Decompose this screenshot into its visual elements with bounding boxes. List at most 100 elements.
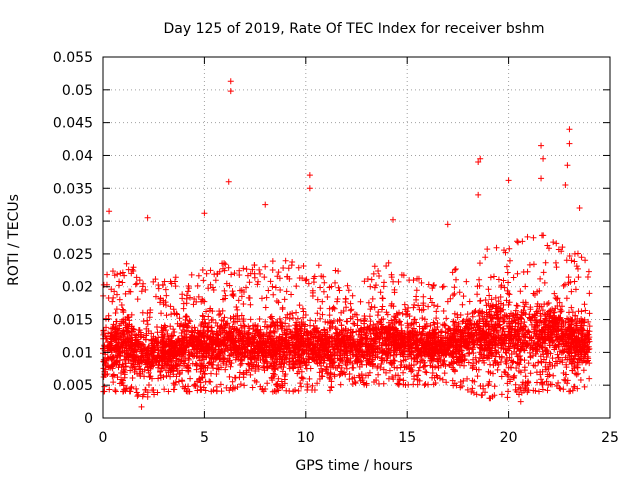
data-point — [411, 301, 418, 308]
data-point — [206, 378, 213, 385]
data-point — [375, 267, 382, 274]
data-point — [282, 257, 289, 264]
data-point — [408, 368, 415, 375]
data-point — [275, 269, 282, 276]
data-point — [378, 316, 385, 323]
data-point — [436, 352, 443, 359]
data-point — [320, 288, 327, 295]
data-point — [564, 342, 571, 349]
data-point — [222, 295, 229, 302]
data-point — [183, 300, 190, 307]
data-point — [294, 315, 301, 322]
data-point — [563, 295, 570, 302]
data-point — [304, 381, 311, 388]
data-point — [429, 352, 436, 359]
data-point — [224, 355, 231, 362]
data-point — [181, 385, 188, 392]
data-point — [170, 326, 177, 333]
data-point — [507, 332, 514, 339]
data-point — [452, 335, 459, 342]
data-point — [127, 335, 134, 342]
data-point — [401, 347, 408, 354]
data-point — [155, 285, 162, 292]
data-point — [254, 281, 261, 288]
data-point — [105, 363, 112, 370]
data-point — [188, 340, 195, 347]
data-point — [530, 362, 537, 369]
data-point — [585, 343, 592, 350]
data-point — [159, 327, 166, 334]
data-point — [390, 344, 397, 351]
data-point — [183, 339, 190, 346]
data-point — [491, 383, 498, 390]
data-point — [176, 322, 183, 329]
data-point — [580, 367, 587, 374]
data-point — [291, 328, 298, 335]
data-point — [361, 320, 368, 327]
data-point — [200, 313, 207, 320]
data-point — [581, 383, 588, 390]
data-point — [440, 351, 447, 358]
data-point — [321, 279, 328, 286]
data-point — [524, 329, 531, 336]
data-point — [582, 257, 589, 264]
data-point — [582, 307, 589, 314]
data-point — [252, 323, 259, 330]
data-point — [561, 376, 568, 383]
data-point — [575, 308, 582, 315]
data-point — [534, 379, 541, 386]
data-point — [226, 373, 233, 380]
data-point — [501, 368, 508, 375]
data-point — [241, 323, 248, 330]
data-point — [401, 301, 408, 308]
data-point — [567, 356, 574, 363]
data-point — [266, 347, 273, 354]
data-point — [492, 294, 499, 301]
data-point — [393, 337, 400, 344]
data-point — [264, 324, 271, 331]
data-point — [526, 349, 533, 356]
data-point — [152, 335, 159, 342]
data-point — [120, 363, 127, 370]
data-point — [238, 360, 245, 367]
data-point — [140, 318, 147, 325]
data-point — [137, 331, 144, 338]
data-point — [173, 373, 180, 380]
data-point — [515, 336, 522, 343]
data-point — [273, 388, 280, 395]
data-point — [155, 375, 162, 382]
data-point — [531, 344, 538, 351]
data-point — [512, 310, 519, 317]
data-point — [277, 287, 284, 294]
data-point — [294, 370, 301, 377]
data-point — [394, 364, 401, 371]
data-point — [148, 330, 155, 337]
data-point — [225, 264, 232, 271]
data-point — [535, 340, 542, 347]
data-point — [281, 349, 288, 356]
data-point — [388, 302, 395, 309]
data-point — [368, 276, 375, 283]
data-point — [212, 319, 219, 326]
data-point — [449, 269, 456, 276]
data-point — [509, 311, 516, 318]
data-point — [295, 333, 302, 340]
data-point — [176, 315, 183, 322]
data-point — [236, 271, 243, 278]
data-point — [338, 327, 345, 334]
data-point — [334, 295, 341, 302]
data-point — [562, 354, 569, 361]
data-point — [146, 355, 153, 362]
data-point — [572, 312, 579, 319]
data-point — [464, 375, 471, 382]
data-point — [201, 370, 208, 377]
data-point — [138, 356, 145, 363]
data-point — [572, 319, 579, 326]
data-point — [262, 318, 269, 325]
data-point — [371, 378, 378, 385]
data-point — [177, 351, 184, 358]
data-point — [204, 344, 211, 351]
data-point — [446, 361, 453, 368]
data-point — [395, 278, 402, 285]
data-point — [473, 329, 480, 336]
